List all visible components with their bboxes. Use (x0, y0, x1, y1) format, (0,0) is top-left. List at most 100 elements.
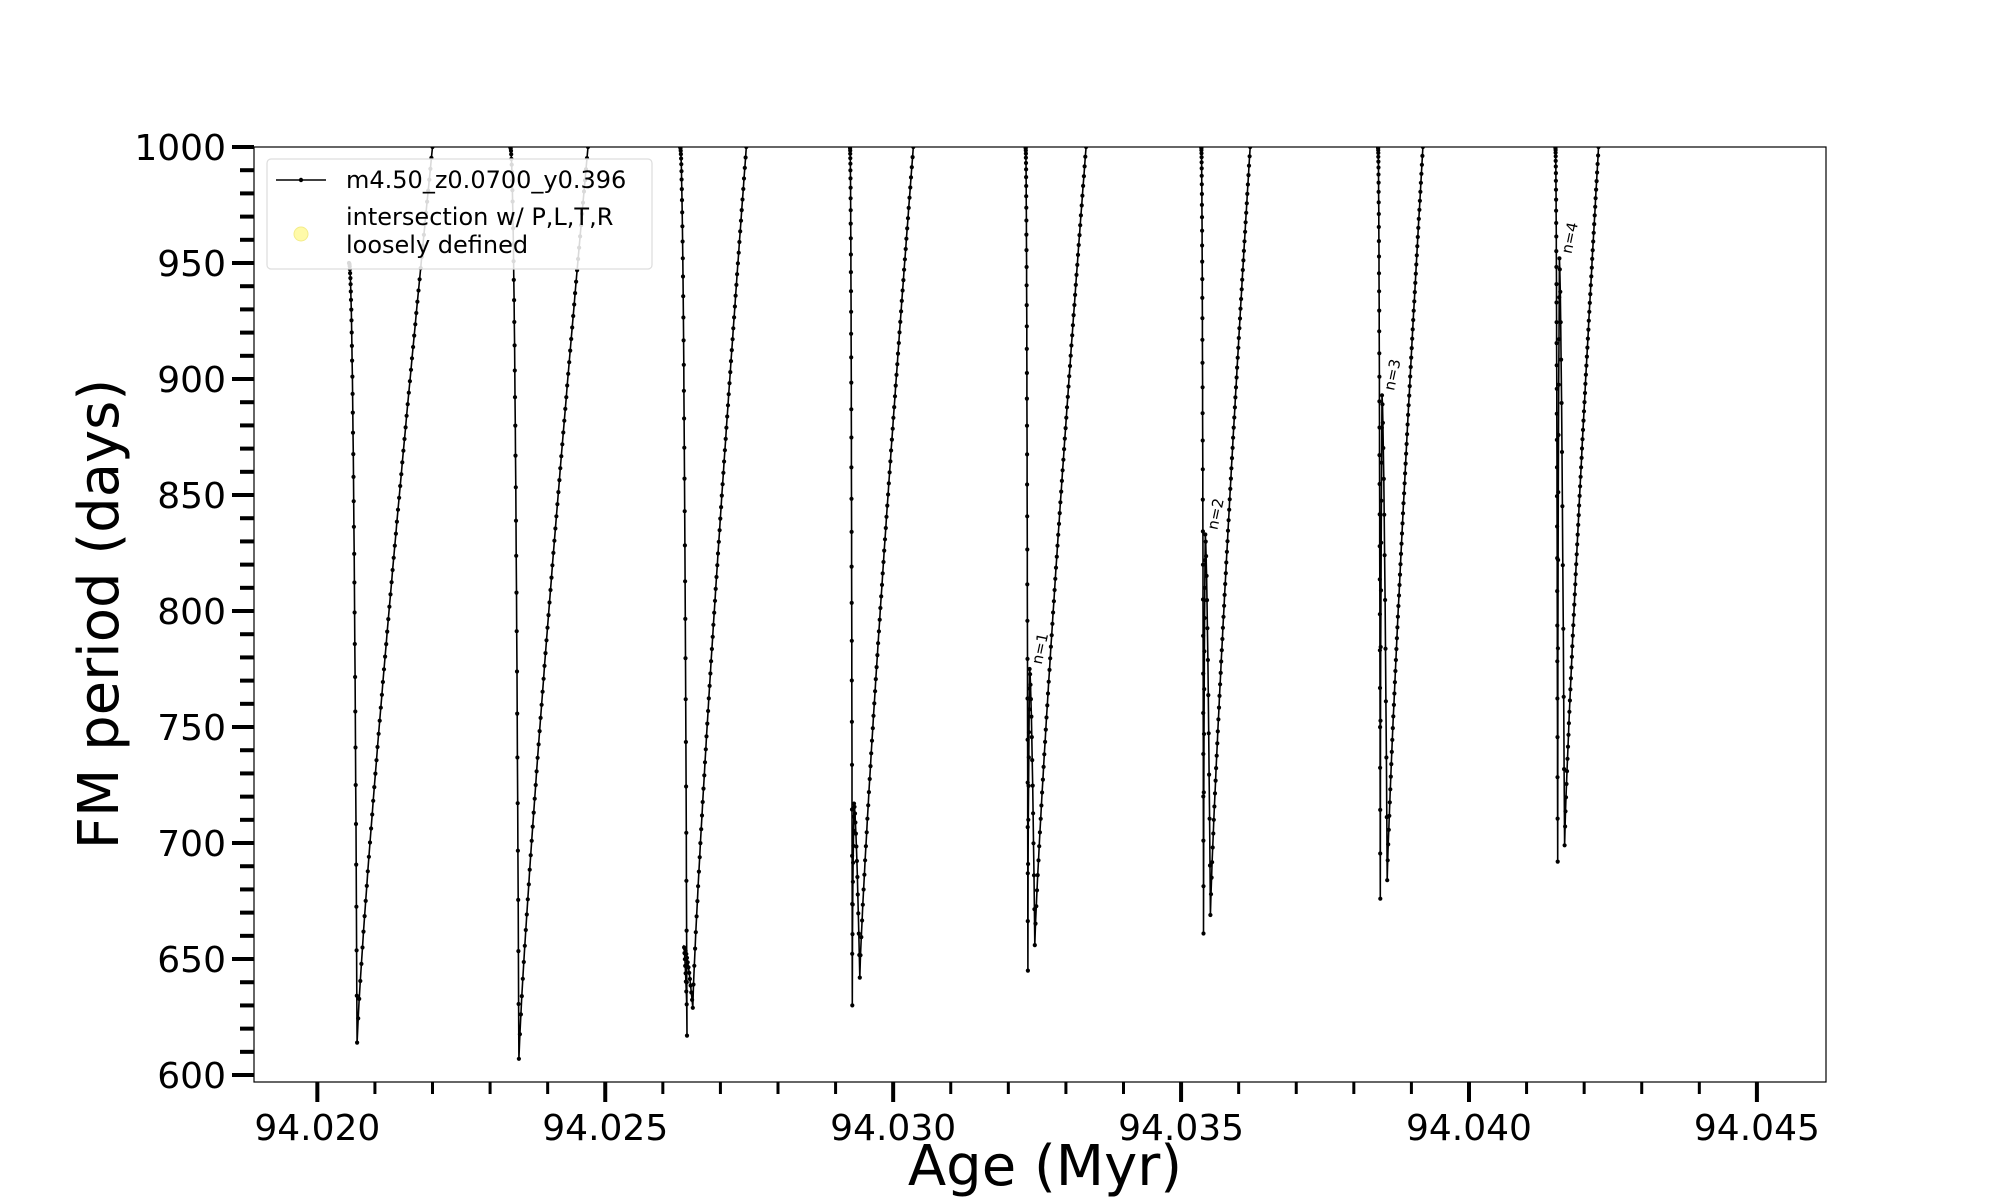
data-point (1376, 239, 1381, 244)
data-point (1568, 687, 1573, 692)
data-point (406, 390, 411, 395)
data-point (1553, 178, 1558, 183)
data-point (1025, 919, 1030, 924)
data-point (1024, 283, 1029, 288)
data-point (1201, 794, 1206, 799)
data-point (567, 360, 572, 365)
data-point (684, 1033, 690, 1038)
data-point (1044, 715, 1049, 720)
data-point (906, 205, 911, 210)
data-point (1419, 171, 1424, 176)
data-point (348, 282, 353, 287)
data-point (849, 807, 855, 812)
data-point (1376, 224, 1381, 230)
data-point (718, 516, 723, 521)
data-point (1079, 203, 1084, 208)
data-point (1562, 843, 1567, 848)
data-point (849, 331, 854, 336)
legend-box (266, 158, 653, 270)
data-point (524, 912, 529, 917)
data-point (1201, 931, 1206, 936)
data-point (1376, 150, 1381, 156)
data-point (877, 617, 882, 622)
data-point (1554, 386, 1559, 391)
data-point (1070, 323, 1075, 328)
data-point (848, 148, 853, 153)
data-point (728, 370, 733, 375)
data-point (1241, 258, 1246, 263)
data-point (1024, 248, 1029, 253)
data-point (1404, 451, 1409, 456)
data-point (682, 509, 687, 514)
data-point (1031, 841, 1036, 846)
data-point (367, 840, 373, 845)
data-point (716, 539, 721, 544)
data-point (738, 218, 744, 223)
data-point (1045, 703, 1050, 708)
data-point (1024, 423, 1030, 428)
data-point (1200, 295, 1205, 300)
data-point (904, 236, 909, 241)
data-point (854, 858, 860, 864)
data-point (1051, 599, 1056, 604)
tick-labels: 600 650 700 750 800 850 900 950 1000 94.020 94.025… (134, 128, 1820, 1149)
data-point (375, 744, 380, 750)
data-point (517, 1032, 523, 1037)
data-point (1023, 151, 1028, 156)
data-point (1391, 702, 1396, 708)
data-point (1233, 385, 1239, 390)
data-point (1406, 403, 1411, 408)
data-point (1414, 262, 1419, 267)
data-point (1231, 435, 1236, 440)
data-point (1027, 666, 1032, 672)
data-point (1377, 512, 1382, 517)
data-point (356, 1016, 361, 1021)
data-point (1377, 399, 1382, 404)
data-point (525, 897, 530, 902)
data-point (1582, 390, 1588, 396)
data-point (1403, 461, 1408, 466)
data-point (1219, 648, 1224, 653)
data-point (1559, 357, 1564, 362)
data-point (1386, 827, 1391, 832)
data-point (1561, 694, 1566, 699)
data-point (1026, 755, 1031, 760)
data-point (1555, 859, 1560, 864)
data-point (1377, 308, 1382, 313)
data-point (1588, 283, 1593, 288)
data-point (685, 960, 690, 965)
data-point (1563, 809, 1568, 814)
data-point (1596, 153, 1601, 158)
data-point (720, 482, 725, 487)
data-point (679, 187, 684, 192)
data-point (1220, 625, 1225, 630)
data-point (1409, 346, 1414, 351)
data-point (849, 465, 854, 470)
data-point (515, 755, 520, 760)
data-point (684, 955, 690, 960)
data-point (715, 551, 721, 556)
data-point (1402, 481, 1407, 486)
data-point (871, 713, 876, 718)
data-point (872, 701, 877, 706)
data-point (859, 935, 864, 940)
data-point (1575, 542, 1580, 547)
data-point (1230, 445, 1235, 450)
data-point (520, 976, 525, 981)
data-point (1554, 220, 1559, 226)
data-point (537, 729, 542, 734)
data-point (1235, 355, 1240, 360)
data-point (1553, 154, 1558, 159)
data-point (353, 821, 359, 827)
data-point (1384, 755, 1389, 760)
data-point (1030, 783, 1035, 788)
data-point (1398, 551, 1404, 557)
data-point (1024, 370, 1029, 376)
data-point (1408, 374, 1413, 379)
data-point (733, 293, 738, 298)
data-point (381, 667, 387, 672)
data-point (870, 726, 875, 731)
data-point (900, 288, 905, 293)
data-point (1592, 222, 1597, 227)
data-point (516, 949, 521, 954)
